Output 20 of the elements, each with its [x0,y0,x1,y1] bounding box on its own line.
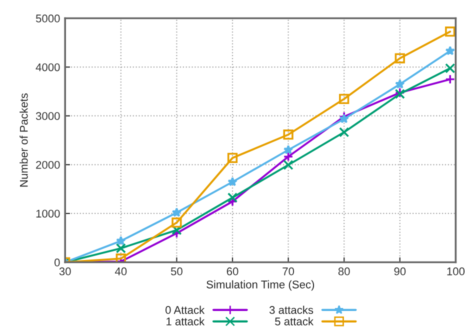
x-tick-label: 80 [338,267,350,276]
y-axis-title: Number of Packets [20,93,28,187]
x-tick-label: 50 [170,267,182,276]
y-tick-label: 4000 [36,63,60,72]
x-tick-label: 30 [59,267,71,276]
legend-label: 1 attack [166,317,205,326]
x-tick-label: 40 [114,267,127,276]
y-tick-label: 3000 [36,112,60,120]
legend-label: 3 attacks [269,306,314,314]
legend-label: 5 attack [275,317,314,326]
x-tick-label: 60 [226,267,238,276]
x-tick-label: 100 [447,267,465,276]
x-axis-title: Simulation Time (Sec) [206,280,314,291]
y-tick-label: 0 [54,258,60,266]
x-tick-label: 70 [282,267,294,276]
legend-label: 0 Attack [166,306,205,314]
y-tick-label: 1000 [36,210,60,218]
x-tick-label: 90 [394,267,406,276]
y-tick-label: 2000 [36,160,60,169]
y-tick-label: 5000 [36,14,60,22]
